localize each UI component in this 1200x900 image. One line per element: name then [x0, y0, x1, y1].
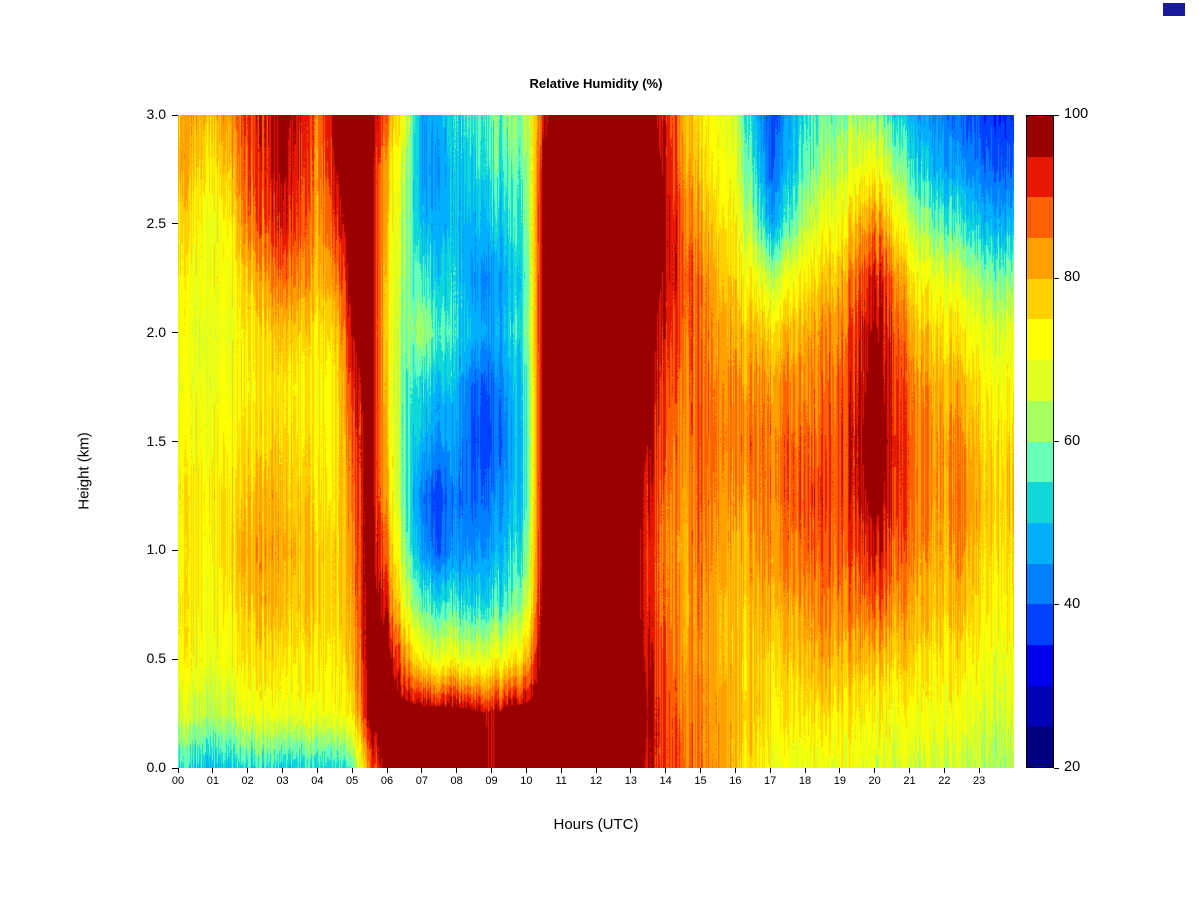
x-tick-label: 00 — [171, 775, 185, 787]
colorbar-segment — [1027, 400, 1053, 442]
colorbar-tick-mark — [1054, 114, 1059, 116]
colorbar-segment — [1027, 604, 1053, 645]
y-tick-mark — [172, 549, 178, 551]
colorbar-segment — [1027, 116, 1053, 157]
colorbar-segment — [1027, 156, 1053, 198]
colorbar-segment — [1027, 278, 1053, 320]
x-tick-label: 19 — [833, 775, 846, 787]
x-tick-label: 04 — [311, 775, 324, 787]
x-tick-label: 03 — [276, 775, 289, 787]
x-tick-label: 12 — [589, 775, 603, 787]
colorbar-tick-label: 20 — [1064, 759, 1081, 775]
y-tick-label: 3.0 — [146, 106, 166, 122]
colorbar-tick-mark — [1054, 277, 1059, 279]
x-tick-label: 17 — [764, 775, 777, 787]
colorbar-segment — [1027, 360, 1053, 401]
colorbar-tick-label: 100 — [1064, 106, 1089, 122]
x-tick-mark — [456, 768, 458, 773]
x-tick-mark — [560, 768, 562, 773]
x-tick-label: 08 — [450, 775, 463, 787]
x-tick-mark — [978, 768, 980, 773]
x-tick-label: 05 — [346, 775, 359, 787]
x-tick-mark — [943, 768, 945, 773]
plot-area: 00 01 02 03 04 05 06 07 08 09 10 11 12 13 14 15 16 17 18 19… — [147, 106, 1014, 787]
colorbar-segment — [1027, 482, 1053, 523]
x-tick-label: 20 — [868, 775, 881, 787]
x-tick-label: 16 — [729, 775, 742, 787]
y-tick-mark — [172, 441, 178, 442]
heatmap-canvas — [178, 115, 1014, 768]
x-tick-label: 07 — [415, 775, 428, 787]
x-tick-mark — [769, 768, 771, 773]
colorbar-wrap: 20 40 60 80 100 — [1026, 106, 1088, 775]
x-tick-label: 10 — [520, 775, 533, 787]
x-tick-label: 11 — [555, 775, 567, 787]
y-tick-label: 2.5 — [146, 214, 166, 231]
colorbar-tick-label: 80 — [1064, 269, 1081, 286]
colorbar-segment — [1027, 197, 1053, 239]
x-tick-label: 18 — [798, 775, 812, 787]
colorbar-segment — [1027, 563, 1053, 605]
colorbar-segment — [1027, 238, 1053, 279]
x-tick-mark — [525, 768, 527, 773]
x-tick-mark — [839, 768, 841, 773]
x-tick-mark — [212, 768, 214, 773]
colorbar-segment — [1027, 319, 1053, 361]
colorbar-segment — [1027, 522, 1053, 564]
colorbar-tick-mark — [1054, 767, 1059, 769]
y-tick-mark — [172, 658, 178, 660]
x-tick-mark — [421, 768, 423, 773]
x-tick-mark — [665, 768, 667, 773]
x-tick-mark — [491, 768, 492, 773]
colorbar-segment — [1027, 644, 1053, 686]
x-tick-label: 21 — [903, 775, 916, 787]
x-tick-mark — [386, 768, 388, 773]
chart-title: Relative Humidity (%) — [529, 76, 663, 91]
x-tick-mark — [247, 768, 249, 773]
x-tick-label: 06 — [380, 775, 394, 787]
x-tick-mark — [282, 768, 283, 773]
x-tick-mark — [700, 768, 701, 773]
y-tick-label: 1.0 — [146, 541, 166, 558]
corner-swatch — [1163, 3, 1185, 16]
x-tick-mark — [630, 768, 632, 773]
x-tick-mark — [804, 768, 806, 773]
y-axis-label: Height (km) — [75, 432, 93, 510]
y-tick-mark — [172, 332, 178, 334]
x-axis-label: Hours (UTC) — [553, 816, 639, 833]
x-tick-label: 09 — [485, 775, 498, 787]
colorbar-segment — [1027, 441, 1053, 483]
x-tick-mark — [909, 768, 910, 773]
y-tick-mark — [172, 767, 178, 769]
y-tick-label: 0.5 — [146, 650, 166, 667]
y-tick-mark — [172, 223, 178, 225]
colorbar-tick-mark — [1054, 441, 1059, 442]
x-tick-mark — [734, 768, 736, 773]
x-tick-label: 23 — [973, 775, 986, 787]
x-tick-label: 15 — [694, 775, 707, 787]
x-tick-mark — [177, 768, 179, 773]
x-tick-mark — [316, 768, 318, 773]
y-tick-label: 0.0 — [146, 759, 166, 775]
y-tick-label: 1.5 — [146, 432, 166, 449]
x-tick-mark — [595, 768, 597, 773]
x-tick-label: 02 — [241, 775, 254, 787]
colorbar — [1026, 115, 1054, 768]
y-tick-label: 2.0 — [146, 323, 166, 340]
colorbar-tick-label: 60 — [1064, 432, 1081, 449]
colorbar-segment — [1027, 685, 1053, 727]
x-tick-mark — [351, 768, 353, 773]
y-tick-mark — [172, 114, 178, 116]
x-tick-label: 22 — [938, 775, 951, 787]
colorbar-tick-mark — [1054, 604, 1059, 606]
colorbar-segment — [1027, 726, 1053, 767]
x-tick-label: 01 — [206, 775, 219, 787]
x-tick-label: 14 — [659, 775, 672, 787]
colorbar-tick-label: 40 — [1064, 595, 1081, 612]
x-tick-mark — [874, 768, 876, 773]
x-tick-label: 13 — [624, 775, 637, 787]
